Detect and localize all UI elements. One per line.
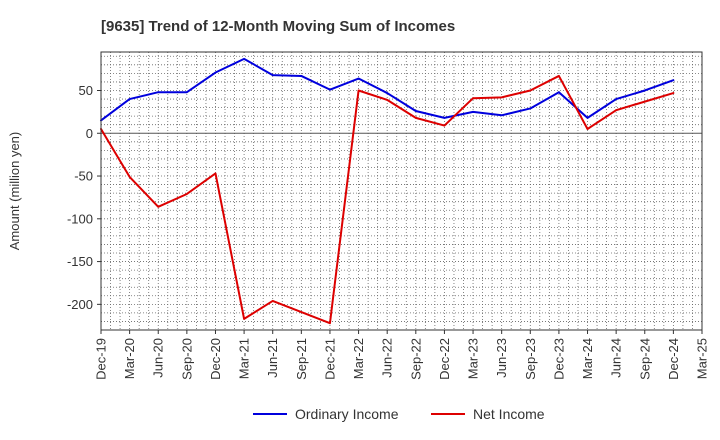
- x-tick-label: Dec-23: [551, 338, 566, 380]
- x-tick-label: Jun-22: [380, 338, 395, 378]
- legend-label-net-income: Net Income: [473, 406, 545, 422]
- y-tick-label: -100: [67, 211, 93, 226]
- axis-layer: 50 0 -50 -100 -150 -200 Dec-19 Mar-20 Jun-20 Sep-…: [67, 51, 710, 380]
- x-tick-label: Dec-19: [94, 338, 109, 380]
- plot-background: [101, 52, 702, 330]
- x-tick-label: Sep-20: [179, 338, 194, 380]
- x-tick-label: Dec-21: [322, 338, 337, 380]
- x-tick-label: Dec-22: [437, 338, 452, 380]
- y-tick-label: -150: [67, 254, 93, 269]
- x-tick-label: Dec-20: [208, 338, 223, 380]
- plot-area: [101, 52, 702, 330]
- x-tick-label: Mar-20: [122, 338, 137, 379]
- x-tick-label: Mar-23: [466, 338, 481, 379]
- x-tick-label: Mar-25: [695, 338, 710, 379]
- x-tick-label: Sep-24: [637, 338, 652, 380]
- chart-title: [9635] Trend of 12-Month Moving Sum of I…: [101, 18, 455, 35]
- series-line-net-income: [100, 74, 675, 325]
- y-tick-label: 50: [79, 83, 93, 98]
- x-tick-label: Mar-24: [580, 338, 595, 379]
- x-tick-label: Jun-24: [609, 338, 624, 378]
- y-axis-label: Amount (million yen): [7, 132, 22, 251]
- x-tick-label: Dec-24: [666, 338, 681, 380]
- y-tick-label: 0: [86, 126, 93, 141]
- plot-border: [100, 51, 703, 331]
- x-tick-label: Jun-23: [494, 338, 509, 378]
- legend: Ordinary Income Net Income: [253, 406, 545, 422]
- legend-label-ordinary-income: Ordinary Income: [295, 406, 399, 422]
- y-tick-label: -50: [74, 169, 93, 184]
- x-tick-label: Sep-22: [408, 338, 423, 380]
- series-layer: [100, 57, 675, 325]
- x-tick-label: Jun-20: [151, 338, 166, 378]
- y-tick-label: -200: [67, 297, 93, 312]
- x-tick-label: Mar-21: [237, 338, 252, 379]
- grid-lines: [101, 52, 702, 330]
- x-tick-label: Sep-21: [294, 338, 309, 380]
- x-tick-label: Sep-23: [523, 338, 538, 380]
- x-tick-label: Mar-22: [351, 338, 366, 379]
- x-tick-label: Jun-21: [265, 338, 280, 378]
